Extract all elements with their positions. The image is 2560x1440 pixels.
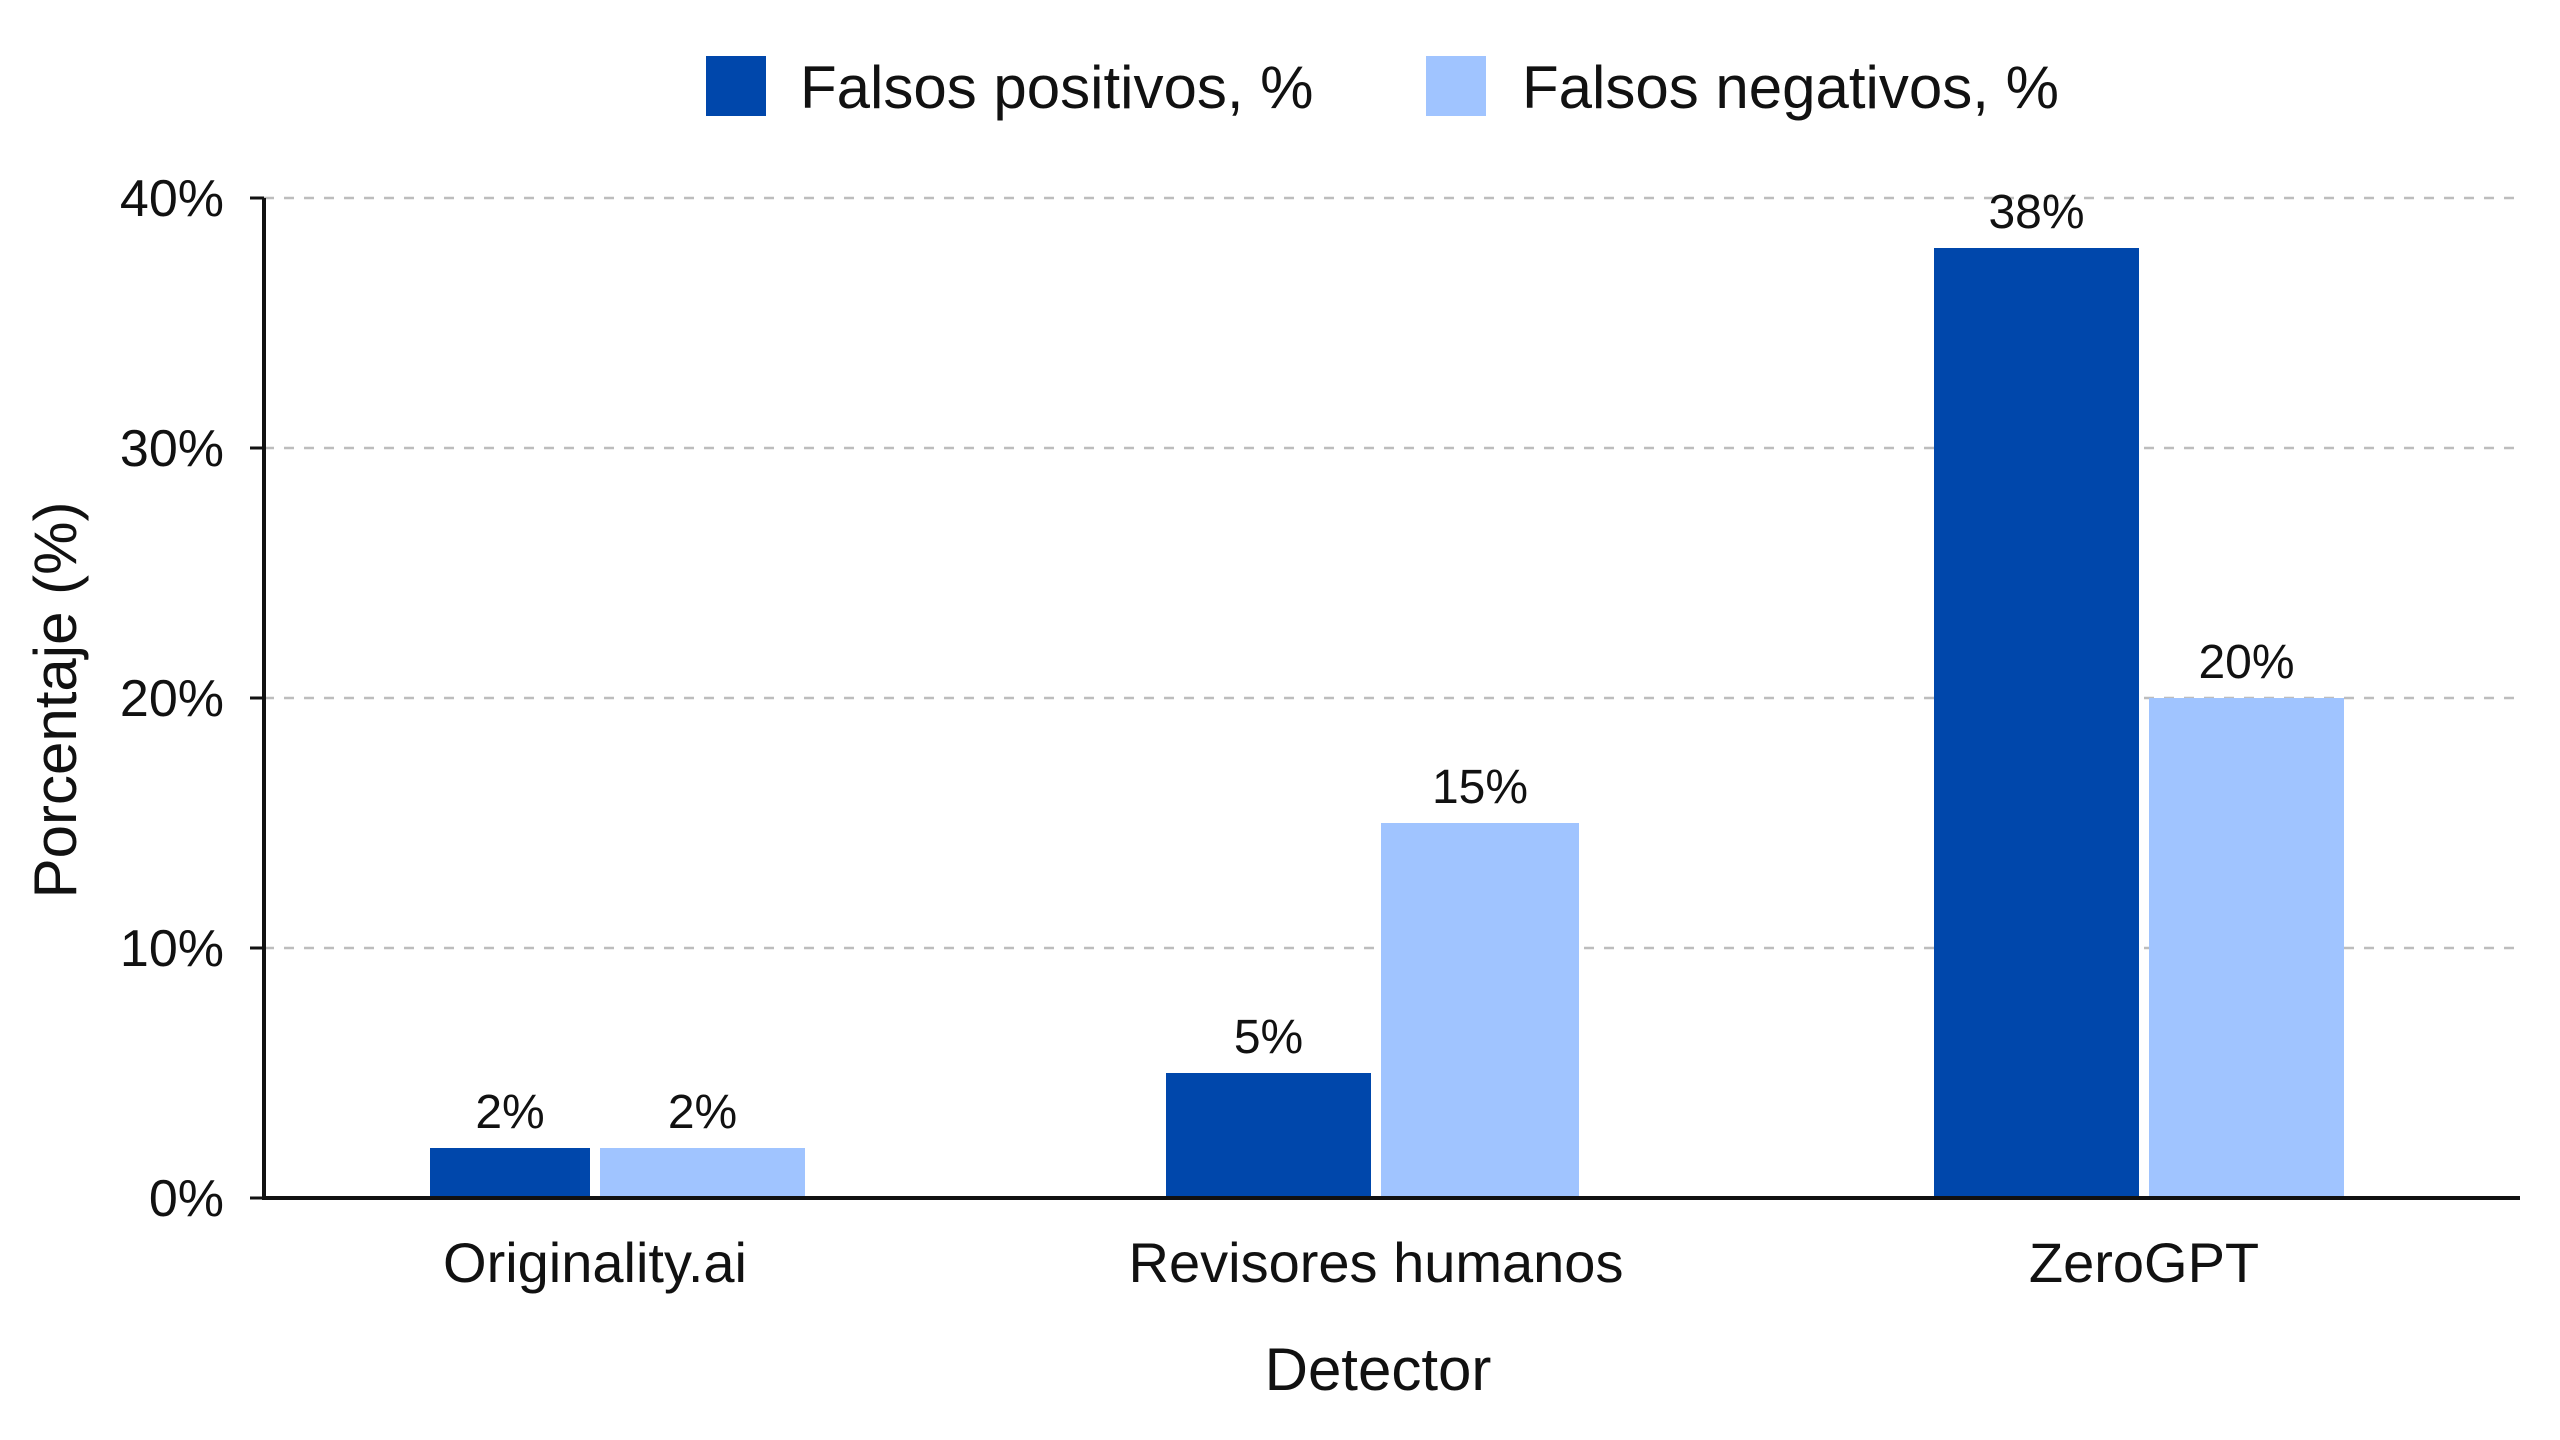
legend-swatch-falsos-positivos bbox=[706, 56, 766, 116]
legend-label-falsos-positivos: Falsos positivos, % bbox=[800, 54, 1314, 121]
y-axis-title: Porcentaje (%) bbox=[22, 502, 89, 899]
bar-falsos-negativos bbox=[1381, 823, 1579, 1198]
category-label-revisores: Revisores humanos bbox=[1129, 1231, 1624, 1294]
y-tick-label: 40% bbox=[120, 170, 224, 228]
x-axis-title: Detector bbox=[1265, 1336, 1492, 1403]
data-label: 2% bbox=[668, 1086, 737, 1139]
category-label-originality: Originality.ai bbox=[443, 1231, 747, 1294]
legend-swatch-falsos-negativos bbox=[1426, 56, 1486, 116]
category-label-zerogpt: ZeroGPT bbox=[2029, 1231, 2259, 1294]
data-label: 20% bbox=[2198, 636, 2294, 689]
data-labels: 2% 2% 5% 15% 38% 20% bbox=[475, 186, 2294, 1139]
y-tick-label: 0% bbox=[149, 1170, 224, 1228]
bars bbox=[430, 248, 2344, 1198]
x-axis-categories: Originality.ai Revisores humanos ZeroGPT bbox=[443, 1231, 2259, 1294]
y-tick-label: 20% bbox=[120, 670, 224, 728]
bar-falsos-negativos bbox=[600, 1148, 805, 1198]
y-axis-ticks: 0% 10% 20% 30% 40% bbox=[120, 170, 264, 1228]
data-label: 2% bbox=[475, 1086, 544, 1139]
data-label: 5% bbox=[1234, 1011, 1303, 1064]
data-label: 15% bbox=[1432, 761, 1528, 814]
bar-falsos-positivos bbox=[1934, 248, 2139, 1198]
data-label: 38% bbox=[1988, 186, 2084, 239]
legend: Falsos positivos, % Falsos negativos, % bbox=[706, 54, 2059, 121]
y-tick-label: 10% bbox=[120, 920, 224, 978]
legend-label-falsos-negativos: Falsos negativos, % bbox=[1522, 54, 2059, 121]
y-tick-label: 30% bbox=[120, 420, 224, 478]
bar-falsos-negativos bbox=[2149, 698, 2344, 1198]
bar-falsos-positivos bbox=[430, 1148, 590, 1198]
bar-falsos-positivos bbox=[1166, 1073, 1371, 1198]
